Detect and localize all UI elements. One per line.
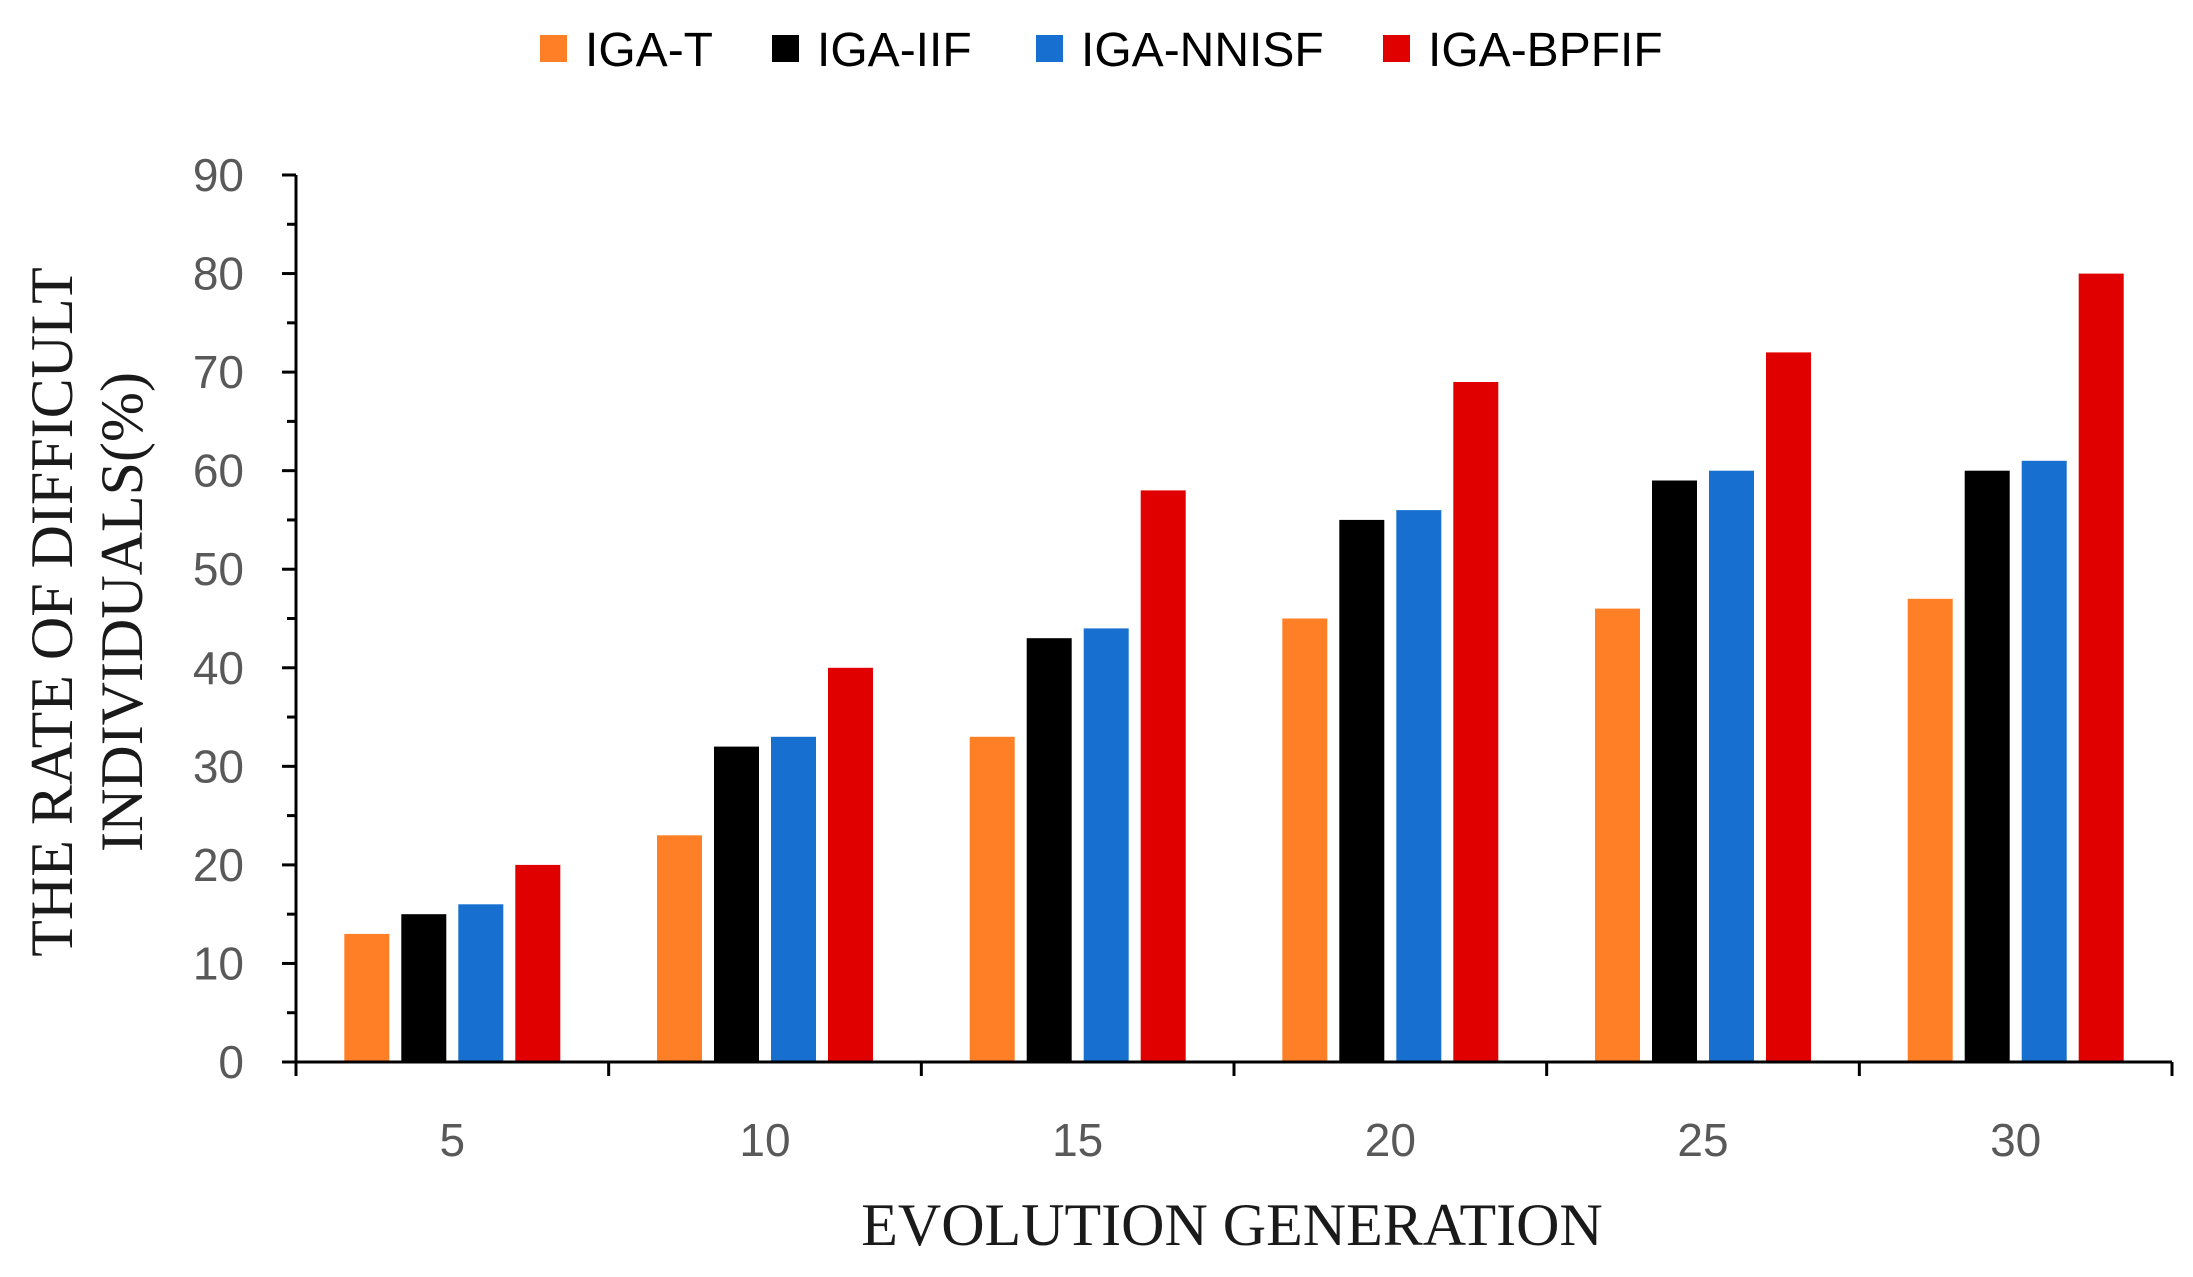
bar-iga-iif-20 [1339, 519, 1385, 1062]
x-tick-label-15: 15 [1052, 1114, 1103, 1166]
bar-iga-t-15 [969, 736, 1015, 1062]
axes [294, 175, 2172, 1064]
x-tick-label-30: 30 [1990, 1114, 2041, 1166]
bar-iga-nnisf-20 [1396, 510, 1442, 1063]
legend: IGA-T IGA-IIF IGA-NNISF IGA-BPFIF [540, 24, 1663, 77]
x-tick-label-10: 10 [739, 1114, 790, 1166]
x-tick-label-5: 5 [440, 1114, 466, 1166]
y-tick-label-70: 70 [193, 346, 244, 398]
x-axis-title: EVOLUTION GENERATION [861, 1192, 1603, 1258]
y-tick-label-90: 90 [193, 149, 244, 201]
y-axis-ticks: 0 10 20 30 40 50 60 70 80 90 [193, 149, 296, 1088]
y-axis-title-line-1: THE RATE OF DIFFICULT [19, 267, 85, 957]
bar-iga-bpfif-25 [1766, 352, 1811, 1062]
y-tick-label-0: 0 [218, 1036, 244, 1088]
bar-iga-t-30 [1907, 598, 1953, 1062]
bar-iga-nnisf-30 [2021, 460, 2067, 1062]
y-tick-label-60: 60 [193, 445, 244, 497]
y-tick-label-20: 20 [193, 839, 244, 891]
bar-iga-nnisf-10 [771, 736, 816, 1062]
y-axis-title: THE RATE OF DIFFICULT INDIVIDUALS(%) [19, 267, 155, 957]
bar-iga-iif-30 [1964, 470, 2010, 1062]
bar-iga-nnisf-15 [1083, 628, 1129, 1062]
y-tick-label-30: 30 [193, 740, 244, 792]
y-tick-label-10: 10 [193, 937, 244, 989]
bar-iga-bpfif-15 [1140, 490, 1186, 1062]
y-tick-label-80: 80 [193, 248, 244, 300]
bar-iga-t-5 [344, 933, 390, 1062]
bar-iga-bpfif-20 [1453, 382, 1499, 1062]
bar-iga-bpfif-10 [828, 667, 873, 1062]
bar-iga-nnisf-5 [458, 904, 504, 1062]
legend-label-iga-nnisf: IGA-NNISF [1081, 24, 1324, 77]
legend-label-iga-bpfif: IGA-BPFIF [1428, 24, 1663, 77]
legend-label-iga-iif: IGA-IIF [817, 24, 972, 77]
legend-swatch-iga-t [540, 35, 567, 62]
bar-iga-t-20 [1282, 618, 1328, 1062]
bar-iga-nnisf-25 [1709, 470, 1754, 1062]
bar-iga-bpfif-5 [515, 864, 561, 1062]
x-tick-label-20: 20 [1365, 1114, 1416, 1166]
y-tick-label-40: 40 [193, 642, 244, 694]
bar-iga-iif-15 [1026, 638, 1072, 1062]
x-tick-label-25: 25 [1677, 1114, 1728, 1166]
bar-iga-t-10 [657, 835, 702, 1062]
bar-iga-iif-25 [1652, 480, 1697, 1062]
legend-label-iga-t: IGA-T [585, 24, 713, 77]
y-tick-label-50: 50 [193, 543, 244, 595]
bar-iga-t-25 [1595, 608, 1640, 1062]
legend-swatch-iga-bpfif [1383, 35, 1410, 62]
legend-swatch-iga-iif [772, 35, 799, 62]
bar-iga-bpfif-30 [2078, 273, 2124, 1063]
x-axis-ticks: 5 10 15 20 25 30 [294, 1062, 2174, 1166]
y-axis-title-line-2: INDIVIDUALS(%) [89, 372, 155, 852]
bars [344, 273, 2124, 1063]
legend-swatch-iga-nnisf [1036, 35, 1063, 62]
bar-iga-iif-5 [401, 914, 447, 1062]
bar-iga-iif-10 [714, 746, 759, 1062]
